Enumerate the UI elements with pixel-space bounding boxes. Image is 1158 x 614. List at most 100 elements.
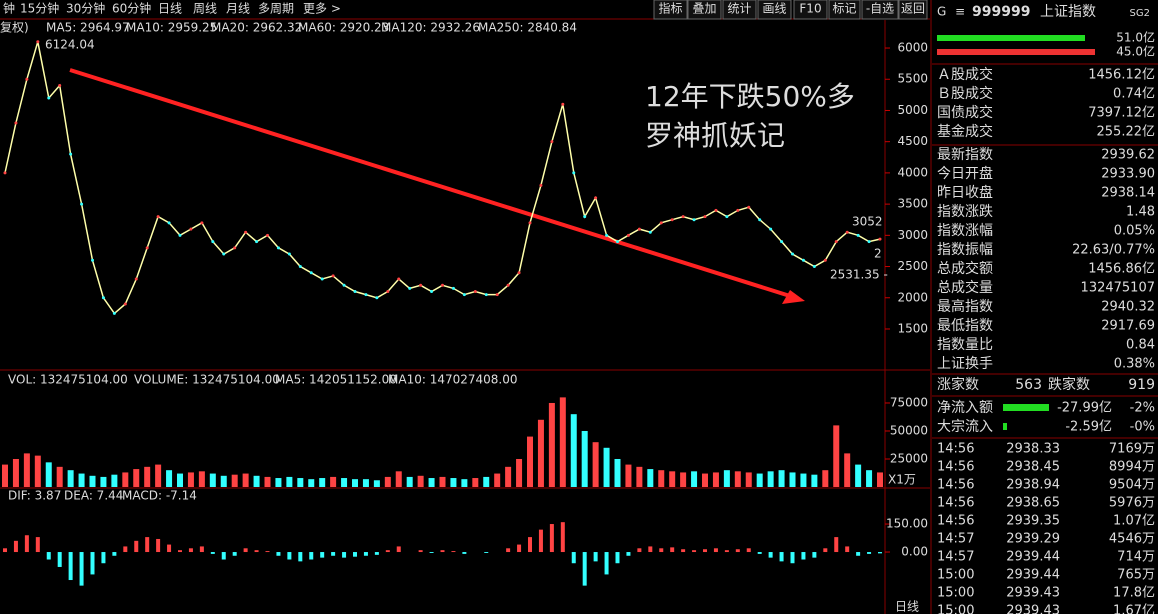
price-point bbox=[594, 196, 598, 200]
macd-bar bbox=[13, 540, 18, 553]
volume-bar bbox=[144, 466, 151, 487]
price-point bbox=[386, 290, 390, 294]
price-point bbox=[112, 311, 116, 315]
volume-bar bbox=[384, 476, 391, 487]
legend-item: DIF: 3.87 bbox=[8, 489, 61, 503]
button-frame bbox=[722, 0, 757, 20]
macd-bar bbox=[363, 552, 368, 556]
ratio-label: 45.0亿 bbox=[1116, 44, 1155, 59]
toolbar-button[interactable]: 统计 bbox=[727, 2, 751, 16]
price-point bbox=[681, 215, 685, 219]
macd-bar bbox=[779, 552, 784, 562]
button-frame bbox=[861, 0, 899, 20]
volume-bar bbox=[220, 475, 227, 487]
price-point bbox=[200, 221, 204, 225]
toolbar-button[interactable]: 叠加 bbox=[692, 2, 716, 16]
row-label: 大宗流入 bbox=[937, 419, 993, 435]
macd-bar bbox=[418, 550, 423, 553]
price-point bbox=[670, 218, 674, 222]
macd-bar bbox=[309, 552, 314, 560]
volume-bar bbox=[67, 470, 74, 487]
button-frame bbox=[653, 0, 688, 20]
period-tab[interactable]: 60分钟 bbox=[112, 1, 151, 16]
volume-bar bbox=[78, 473, 85, 487]
toolbar-button[interactable]: 返回 bbox=[901, 2, 925, 16]
macd-bar bbox=[757, 552, 762, 554]
row-value: 0.05% bbox=[1114, 224, 1155, 239]
row-value: -2.59亿 bbox=[1065, 420, 1112, 435]
row-value: 2940.32 bbox=[1101, 300, 1155, 315]
macd-bar bbox=[68, 552, 73, 581]
macd-bar bbox=[659, 548, 664, 553]
y-tick-label: 3500 bbox=[897, 197, 928, 211]
macd-bar bbox=[615, 552, 620, 564]
adjust-mode: 复权) bbox=[0, 21, 29, 35]
period-tab[interactable]: 日线 bbox=[158, 2, 182, 16]
row-pct: -2% bbox=[1130, 401, 1155, 416]
period-tab[interactable]: 15分钟 bbox=[20, 1, 59, 16]
macd-bar bbox=[670, 547, 675, 553]
macd-bar bbox=[648, 546, 653, 553]
toolbar-button[interactable]: -自选 bbox=[866, 2, 894, 16]
breadth: 跌家数 bbox=[1048, 376, 1090, 393]
volume-bar bbox=[231, 474, 238, 487]
toolbar-button[interactable]: 标记 bbox=[832, 2, 856, 16]
toolbar-button[interactable]: 指标 bbox=[658, 1, 682, 16]
volume-bar bbox=[450, 478, 457, 487]
ma-label: MA60: 2920.23 bbox=[298, 21, 389, 35]
menu-icon[interactable]: ≡ bbox=[955, 5, 965, 19]
volume-bar bbox=[581, 430, 588, 487]
period-tab[interactable]: 多周期 bbox=[258, 2, 294, 16]
row-label: Ｂ股成交 bbox=[937, 85, 993, 102]
period-tab[interactable]: 周线 bbox=[193, 2, 217, 16]
volume-bar bbox=[767, 471, 774, 487]
tick-volume: 765万 bbox=[1117, 568, 1155, 583]
volume-bar bbox=[570, 414, 577, 487]
price-point bbox=[626, 233, 630, 237]
volume-bar bbox=[166, 470, 173, 487]
price-point bbox=[25, 77, 29, 81]
volume-bar bbox=[800, 473, 807, 487]
volume-bar bbox=[603, 447, 610, 487]
row-value: 0.38% bbox=[1114, 357, 1155, 372]
tick-price: 2938.45 bbox=[1006, 460, 1060, 475]
price-point bbox=[255, 240, 259, 244]
period-tab[interactable]: 钟 bbox=[3, 1, 15, 16]
price-point bbox=[353, 290, 357, 294]
row-label: 总成交额 bbox=[937, 260, 993, 277]
row-label: 最高指数 bbox=[937, 298, 993, 315]
price-point bbox=[80, 202, 84, 206]
volume-bar bbox=[483, 476, 490, 487]
price-point bbox=[736, 208, 740, 212]
macd-bar bbox=[298, 552, 303, 562]
row-pct: -0% bbox=[1130, 420, 1155, 435]
period-tab[interactable]: 月线 bbox=[226, 2, 250, 16]
legend-item: MA5: 142051152.00 bbox=[275, 373, 397, 387]
ma-label: MA5: 2964.97 bbox=[46, 21, 130, 35]
price-point bbox=[528, 221, 532, 225]
macd-bar bbox=[145, 537, 150, 553]
macd-bar bbox=[506, 548, 511, 553]
volume-bar bbox=[264, 476, 271, 487]
volume-bar bbox=[516, 458, 523, 487]
price-point bbox=[605, 233, 609, 237]
macd-bar bbox=[571, 552, 576, 564]
volume-bar bbox=[712, 472, 719, 487]
toolbar-button[interactable]: F10 bbox=[799, 2, 821, 16]
legend-item: VOLUME: 132475104.00 bbox=[134, 373, 280, 387]
volume-bar bbox=[187, 472, 194, 487]
period-tab[interactable]: 更多 > bbox=[303, 2, 341, 16]
macd-bar bbox=[374, 552, 379, 555]
macd-bar bbox=[484, 552, 489, 553]
price-point bbox=[145, 246, 149, 250]
macd-bar bbox=[243, 548, 248, 553]
volume-bar bbox=[723, 470, 730, 487]
period-tab[interactable]: 30分钟 bbox=[66, 1, 105, 16]
arrow-head bbox=[782, 290, 805, 304]
macd-bar bbox=[703, 549, 707, 553]
toolbar-button[interactable]: 画线 bbox=[762, 2, 786, 16]
price-point bbox=[167, 221, 171, 225]
volume-bar bbox=[100, 476, 107, 487]
volume-bar bbox=[417, 475, 424, 487]
volume-bar bbox=[658, 470, 665, 487]
